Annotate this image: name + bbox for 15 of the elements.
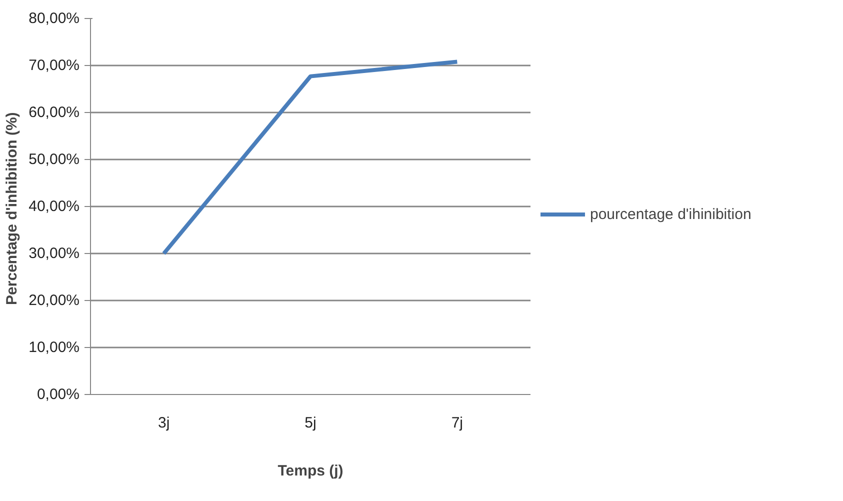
y-tick-label: 60,00% <box>28 104 80 121</box>
y-axis-title: Percentage d'inhibition (%) <box>4 112 21 305</box>
y-tick-label: 40,00% <box>28 198 80 215</box>
x-tick-label: 7j <box>451 414 464 432</box>
y-tick-label: 10,00% <box>28 339 80 356</box>
y-tick-label: 70,00% <box>28 57 80 74</box>
x-tick-label: 5j <box>304 414 316 432</box>
y-tick-label: 0,00% <box>36 386 80 403</box>
y-tick-label: 50,00% <box>28 151 80 168</box>
y-tick-label: 20,00% <box>28 292 80 309</box>
x-axis-title: Temps (j) <box>278 462 344 480</box>
legend-label: pourcentage d'ihinibition <box>590 206 752 222</box>
y-tick-label: 30,00% <box>28 245 80 262</box>
y-tick-label: 80,00% <box>28 10 80 27</box>
x-tick-label: 3j <box>158 414 170 432</box>
